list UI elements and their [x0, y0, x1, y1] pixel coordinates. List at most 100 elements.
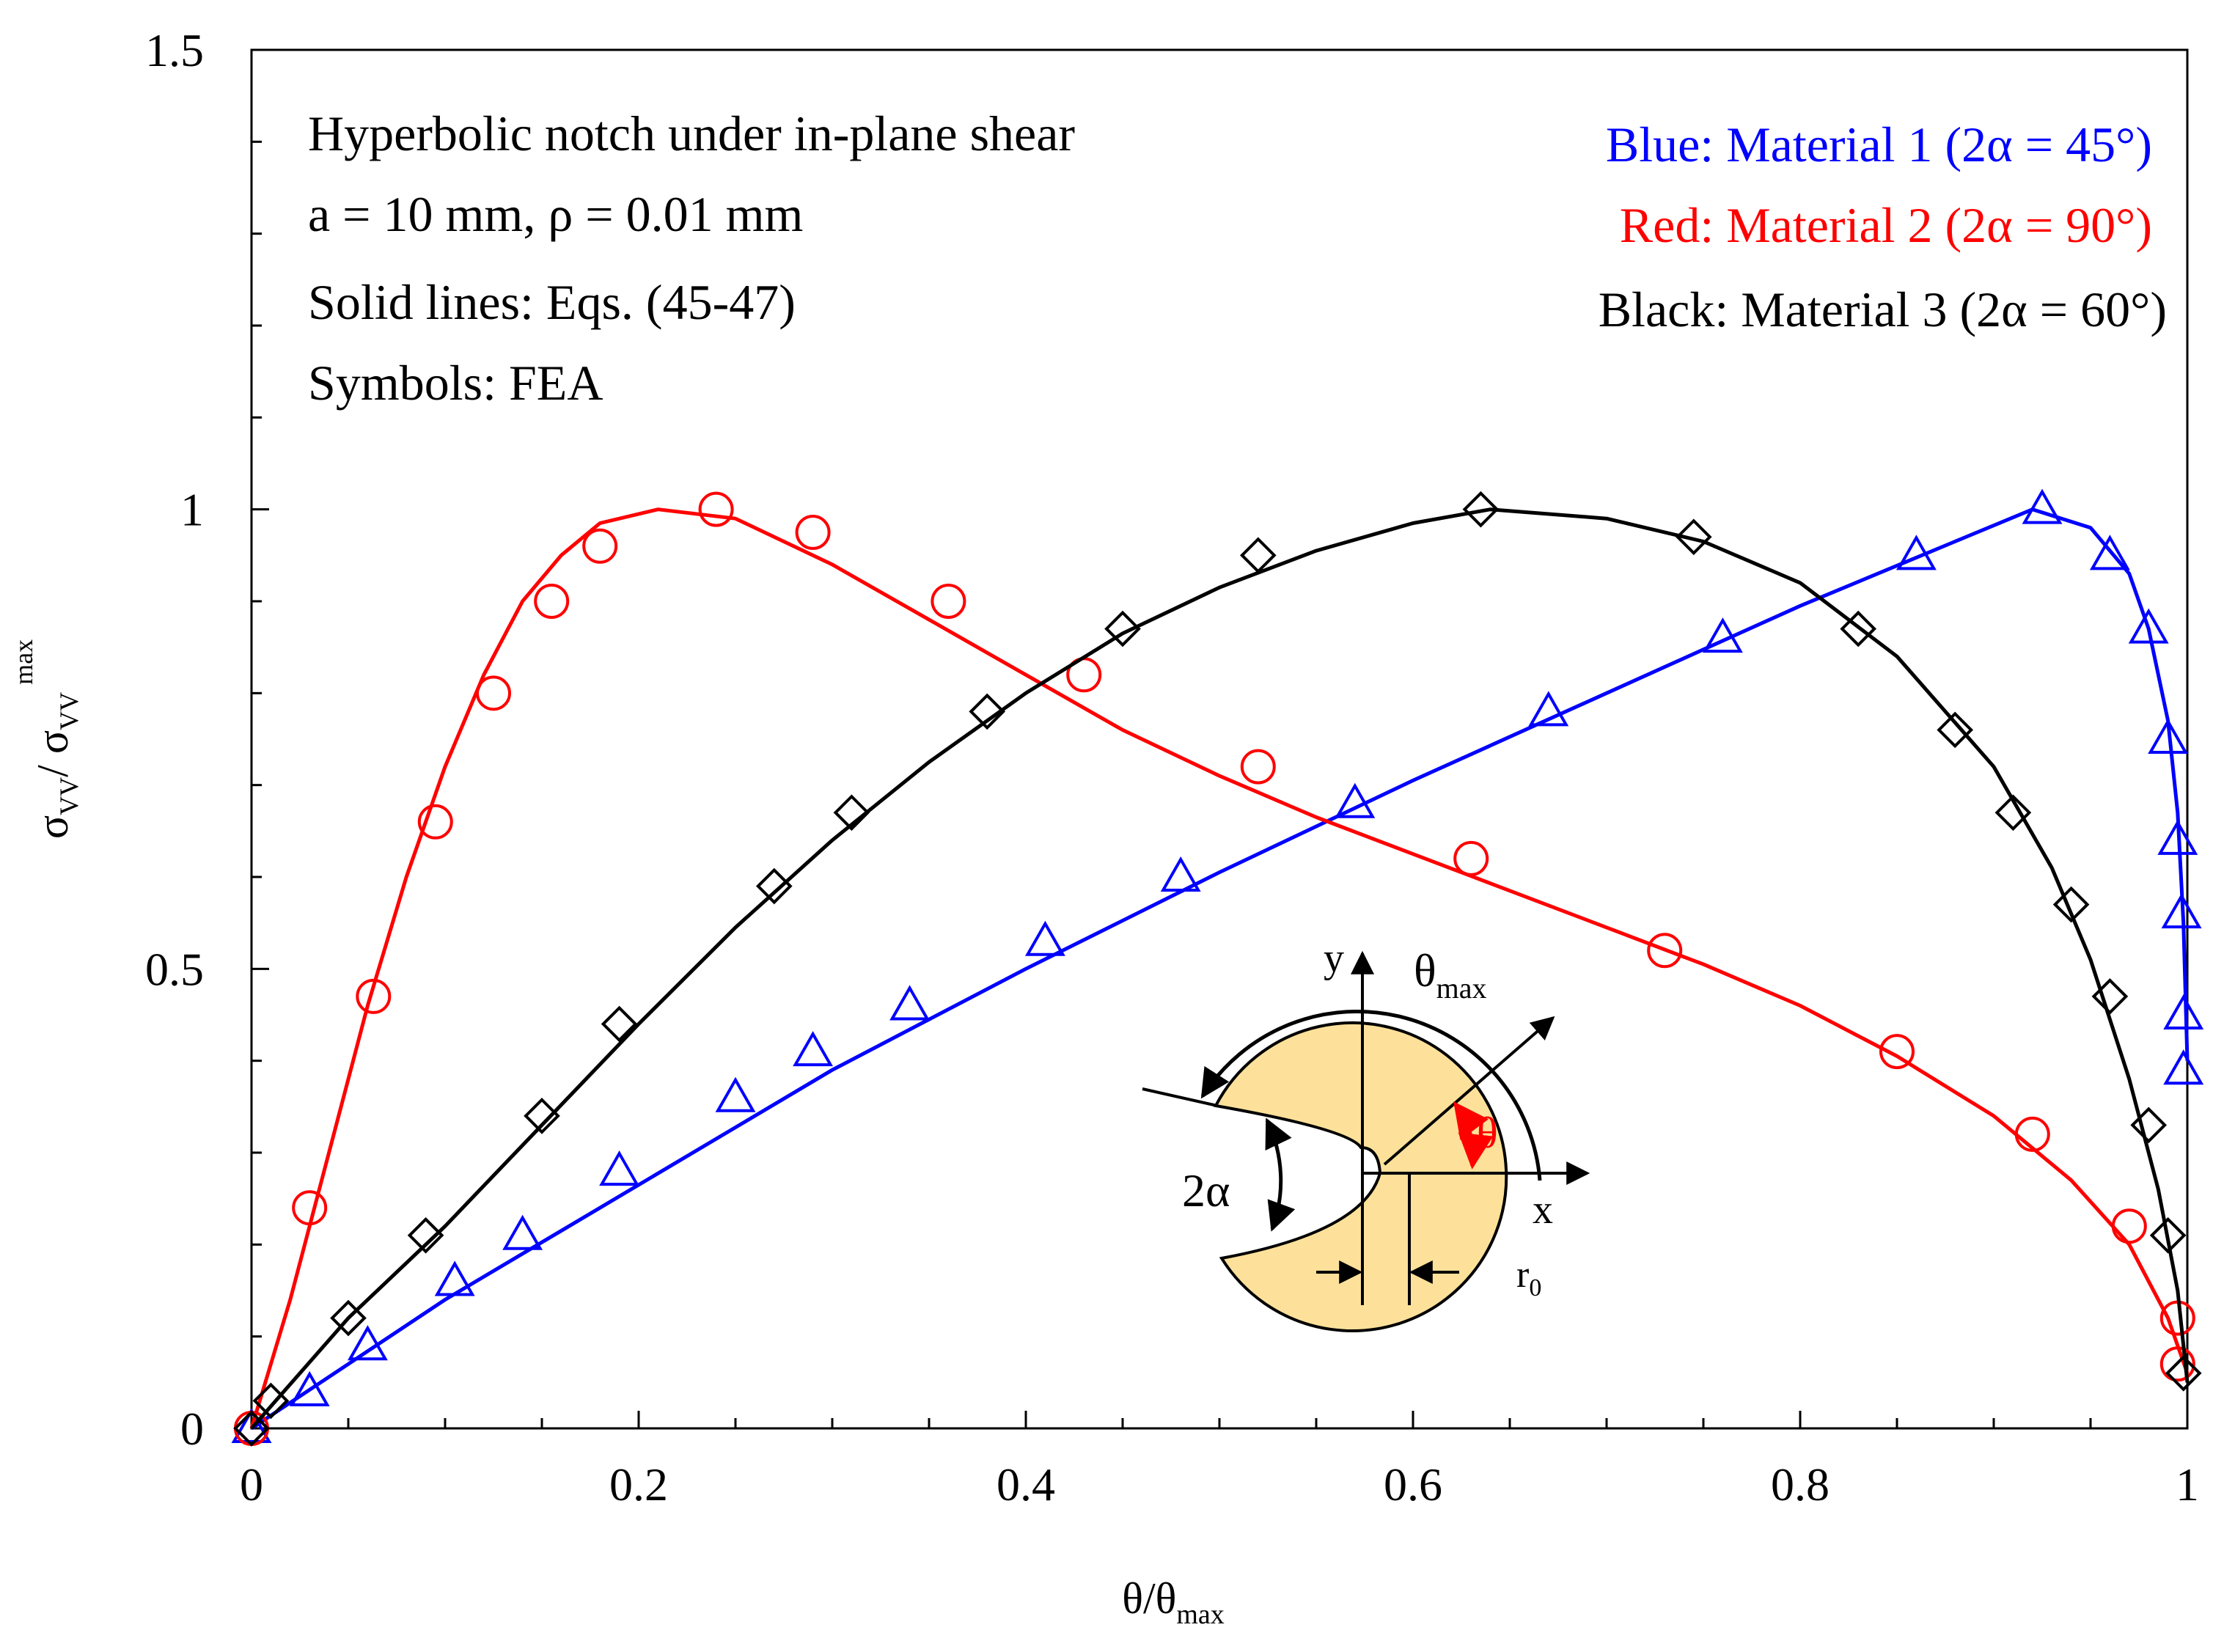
data-point: [795, 515, 831, 550]
data-point: [1675, 518, 1712, 556]
schematic-r0-sub: 0: [1529, 1274, 1541, 1302]
annotation-block: Hyperbolic notch under in-plane shear a …: [308, 106, 1075, 411]
series-2: [234, 491, 2195, 1446]
data-point: [2163, 1049, 2204, 1085]
y-axis-label-sigma-1: σ: [29, 815, 77, 839]
annotation-line-4: Symbols: FEA: [308, 355, 603, 411]
data-point: [2163, 994, 2204, 1029]
data-point: [2161, 893, 2202, 929]
data-point: [330, 1299, 367, 1337]
data-point: [969, 693, 1006, 730]
legend-material-3: Black: Material 3 (2α = 60°): [1599, 282, 2167, 337]
data-point: [233, 1410, 270, 1447]
data-point: [755, 867, 793, 905]
data-point: [2165, 1354, 2202, 1392]
data-point: [1462, 491, 1500, 528]
y-tick-label: 1.5: [145, 24, 204, 76]
data-point: [599, 1150, 640, 1186]
schematic-r0-base: r: [1516, 1254, 1529, 1296]
series-3: [233, 491, 2202, 1447]
data-point: [1024, 920, 1065, 956]
series-layer: [231, 488, 2204, 1447]
data-point: [2149, 1216, 2187, 1254]
plot-frame: [250, 48, 2189, 1430]
schematic-radial-line: [1383, 1016, 1555, 1166]
data-point: [434, 1260, 475, 1296]
y-tick-label: 0.5: [145, 943, 204, 995]
schematic-label-y: y: [1324, 936, 1344, 981]
data-point: [1647, 933, 1683, 969]
annotation-line-3: Solid lines: Eqs. (45-47): [308, 274, 796, 330]
data-point: [1702, 617, 1743, 653]
data-point: [2052, 886, 2090, 923]
data-point: [931, 584, 966, 619]
schematic-label-r0: r0: [1516, 1254, 1541, 1302]
x-axis-label-sub: max: [1176, 1599, 1224, 1630]
data-point: [1994, 794, 2032, 831]
legend-material-2: Red: Material 2 (2α = 90°): [1620, 197, 2152, 253]
data-point: [1239, 537, 1277, 574]
y-tick-label: 1: [180, 484, 204, 536]
data-point: [1937, 711, 1974, 749]
x-tick-label: 0.2: [609, 1458, 668, 1510]
data-point: [1895, 535, 1937, 570]
x-tick-label: 0: [240, 1458, 263, 1510]
schematic-theta-max-sub: max: [1436, 972, 1487, 1005]
data-point: [252, 1382, 290, 1420]
data-point: [407, 1216, 444, 1254]
data-point: [1528, 691, 1569, 727]
legend: Blue: Material 1 (2α = 45°) Red: Materia…: [1599, 117, 2167, 337]
data-point: [1104, 610, 1141, 647]
schematic-label-theta: θ: [1477, 1109, 1498, 1157]
data-point: [2148, 718, 2189, 754]
theta-arc: [1453, 1101, 1494, 1170]
legend-material-1: Blue: Material 1 (2α = 45°): [1606, 117, 2152, 172]
data-point: [715, 1076, 756, 1112]
data-point: [2014, 1116, 2050, 1152]
data-point: [417, 804, 453, 840]
two-alpha-arc: [1265, 1117, 1296, 1232]
data-point: [1879, 1034, 1915, 1070]
y-axis-label: σVV/ σVVmax: [9, 639, 84, 839]
data-point: [2091, 978, 2129, 1015]
schematic-label-two-alpha: 2α: [1182, 1164, 1230, 1216]
data-point: [356, 978, 392, 1014]
data-point: [2130, 1106, 2168, 1144]
annotation-line-2: a = 10 mm, ρ = 0.01 mm: [308, 186, 803, 242]
x-axis-label: θ/θmax: [1122, 1574, 1225, 1630]
data-point: [1335, 782, 1376, 818]
data-point: [476, 675, 511, 711]
data-point: [601, 1005, 638, 1043]
theta-max-arc: [1200, 1009, 1542, 1181]
annotation-line-1: Hyperbolic notch under in-plane shear: [308, 106, 1075, 161]
series-line: [249, 507, 2190, 1429]
notch-schematic: y x θmax θ 2α r0: [1142, 936, 1590, 1332]
data-point: [2128, 608, 2169, 644]
data-point: [289, 1370, 330, 1406]
data-point: [698, 491, 734, 527]
y-axis-label-sub-2: VV: [54, 692, 84, 730]
x-tick-label: 0.4: [997, 1458, 1055, 1510]
data-point: [833, 794, 870, 831]
schematic-label-x: x: [1533, 1187, 1553, 1233]
data-point: [1160, 856, 1201, 892]
data-point: [1840, 610, 1877, 647]
data-point: [502, 1214, 543, 1250]
x-axis-label-base: θ/θ: [1122, 1574, 1176, 1623]
x-tick-label: 0.8: [1771, 1458, 1830, 1510]
y-tick-label: 0: [180, 1403, 204, 1455]
data-point: [292, 1190, 328, 1226]
schematic-label-theta-max: θmax: [1414, 944, 1487, 1005]
data-point: [2111, 1208, 2147, 1244]
data-point: [2022, 488, 2063, 524]
y-axis-label-slash: /: [29, 754, 77, 777]
data-point: [1453, 840, 1489, 876]
x-tick-label: 0.6: [1384, 1458, 1442, 1510]
data-point: [2089, 535, 2130, 570]
data-point: [793, 1031, 834, 1067]
data-point: [347, 1325, 388, 1361]
notch-body: [1213, 1021, 1508, 1332]
series-line: [250, 507, 2190, 1430]
axis-ticks: 0 0.2 0.4 0.6 0.8 1 0 0.5 1 1.5: [145, 24, 2199, 1510]
